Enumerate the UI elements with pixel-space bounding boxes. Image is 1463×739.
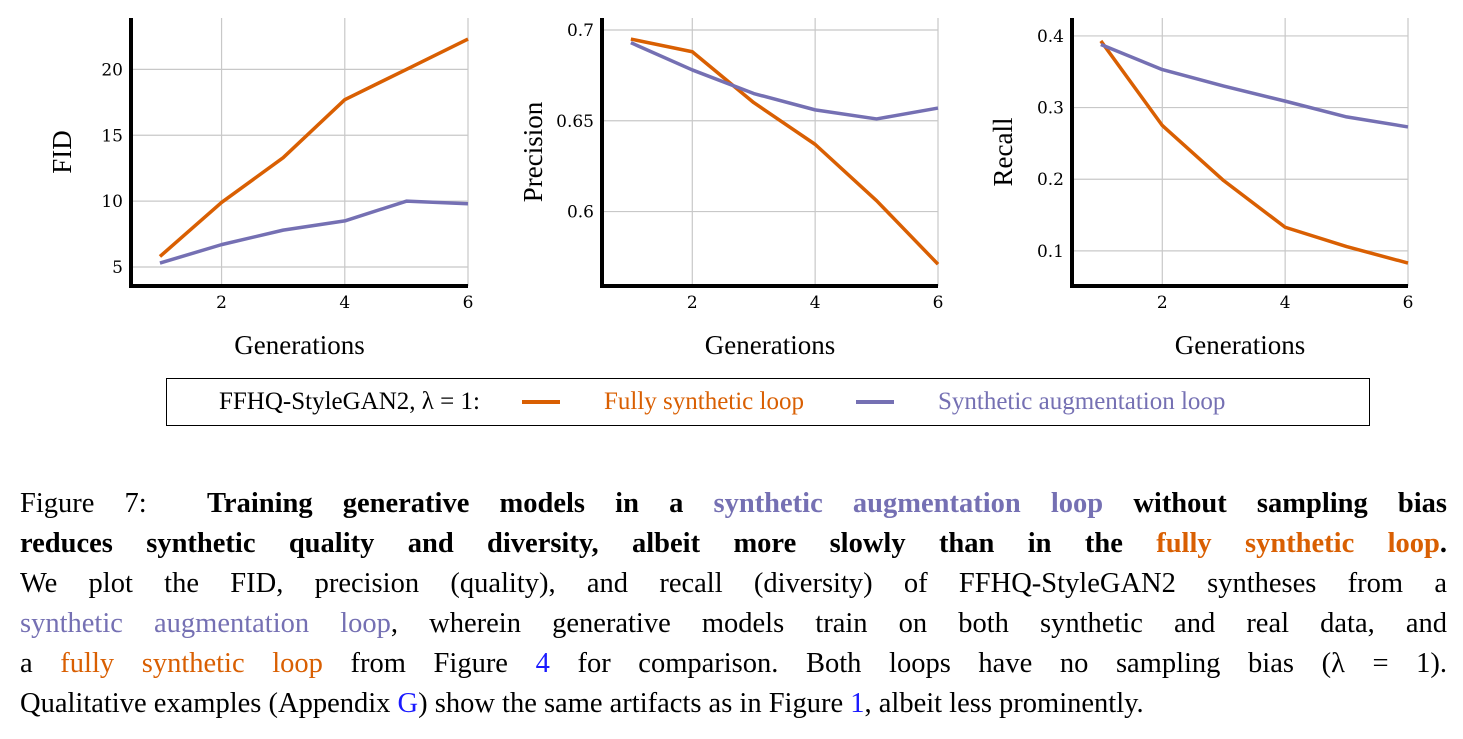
y-axis-label: Recall — [988, 118, 1018, 187]
legend: FFHQ-StyleGAN2, λ = 1: Fully synthetic l… — [166, 378, 1370, 426]
y-tick-label: 0.1 — [1037, 242, 1064, 262]
series-line-augmentation — [630, 41, 939, 121]
caption-text: Training generative models in a — [207, 488, 684, 519]
x-tick-label: 2 — [1157, 293, 1168, 313]
appendix-g-link[interactable]: G — [397, 688, 419, 719]
caption-text: ) show the same artifacts as in Figure — [418, 688, 844, 719]
figure-1-link[interactable]: 1 — [850, 688, 865, 719]
y-axis-label: Precision — [518, 101, 548, 202]
axes — [1070, 18, 1408, 288]
caption-text: for comparison. Both loops have no sampl… — [577, 648, 1448, 679]
y-tick-label: 0.3 — [1037, 99, 1064, 119]
caption-aug-term: synthetic augmentation loop — [20, 608, 391, 639]
y-tick-label: 0.7 — [567, 21, 594, 41]
series-line-augmentation — [1100, 42, 1409, 129]
caption-text: a — [20, 648, 33, 679]
x-tick-label: 6 — [1403, 293, 1414, 313]
x-tick-label: 2 — [216, 293, 227, 313]
x-tick-label: 2 — [687, 293, 698, 313]
x-axis-label: Generations — [705, 330, 835, 360]
figure-4-link[interactable]: 4 — [535, 648, 550, 679]
chart-precision: 2 4 6 0.6 0.65 0.7 Generations Precision — [518, 18, 943, 360]
x-tick-label: 4 — [1280, 293, 1291, 313]
y-tick-label: 0.4 — [1037, 27, 1064, 47]
y-tick-label: 10 — [101, 192, 123, 212]
y-tick-label: 20 — [101, 60, 123, 80]
caption-text: , albeit less prominently. — [864, 688, 1144, 719]
caption-text: from Figure — [350, 648, 508, 679]
y-tick-label: 5 — [112, 258, 123, 278]
legend-label-fully-synthetic: Fully synthetic loop — [603, 388, 804, 415]
legend-swatch-fully-synthetic — [521, 400, 560, 404]
series-line-fully-synthetic — [1099, 39, 1409, 265]
chart-fid: 2 4 6 5 10 15 20 Generations FID — [47, 18, 473, 360]
y-tick-label: 0.65 — [556, 112, 594, 132]
figure-label: Figure 7: — [20, 488, 147, 519]
caption-text: We plot the FID, precision (quality), an… — [20, 568, 1447, 599]
y-tick-label: 0.6 — [567, 203, 594, 223]
x-tick-label: 4 — [810, 293, 821, 313]
caption-text: , wherein generative models train on bot… — [390, 608, 1447, 639]
x-tick-label: 6 — [463, 293, 474, 313]
x-tick-label: 4 — [339, 293, 350, 313]
axes — [129, 18, 468, 288]
legend-label-augmentation: Synthetic augmentation loop — [937, 388, 1226, 415]
charts: 2 4 6 5 10 15 20 Generations FID 2 4 6 0.6 0.65 0.7 Gen… — [47, 18, 1413, 360]
x-axis-label: Generations — [1175, 330, 1305, 360]
x-axis-label: Generations — [234, 330, 364, 360]
y-tick-label: 0.2 — [1037, 170, 1064, 190]
chart-recall: 2 4 6 0.1 0.2 0.3 0.4 Generations Recall — [988, 18, 1413, 360]
series-line-augmentation — [159, 199, 469, 265]
axes — [600, 18, 938, 288]
x-tick-label: 6 — [933, 293, 944, 313]
legend-swatch-augmentation — [855, 400, 894, 404]
caption-full-term: fully synthetic loop — [1156, 528, 1440, 559]
y-axis-label: FID — [47, 130, 77, 174]
series-line-fully-synthetic — [630, 37, 940, 266]
caption-full-term: fully synthetic loop — [60, 648, 323, 679]
legend-prefix: FFHQ-StyleGAN2, λ = 1: — [219, 388, 480, 415]
y-tick-label: 15 — [101, 126, 123, 146]
series-line-fully-synthetic — [158, 37, 469, 258]
figure-caption: Figure 7: Training generative models in … — [20, 484, 1447, 724]
caption-text: Qualitative examples (Appendix — [20, 688, 391, 719]
caption-aug-term: synthetic augmentation loop — [713, 488, 1104, 519]
caption-text: reduces synthetic quality and diversity,… — [20, 528, 1123, 559]
caption-text: without sampling bias — [1133, 488, 1448, 519]
caption-text: . — [1439, 528, 1447, 559]
